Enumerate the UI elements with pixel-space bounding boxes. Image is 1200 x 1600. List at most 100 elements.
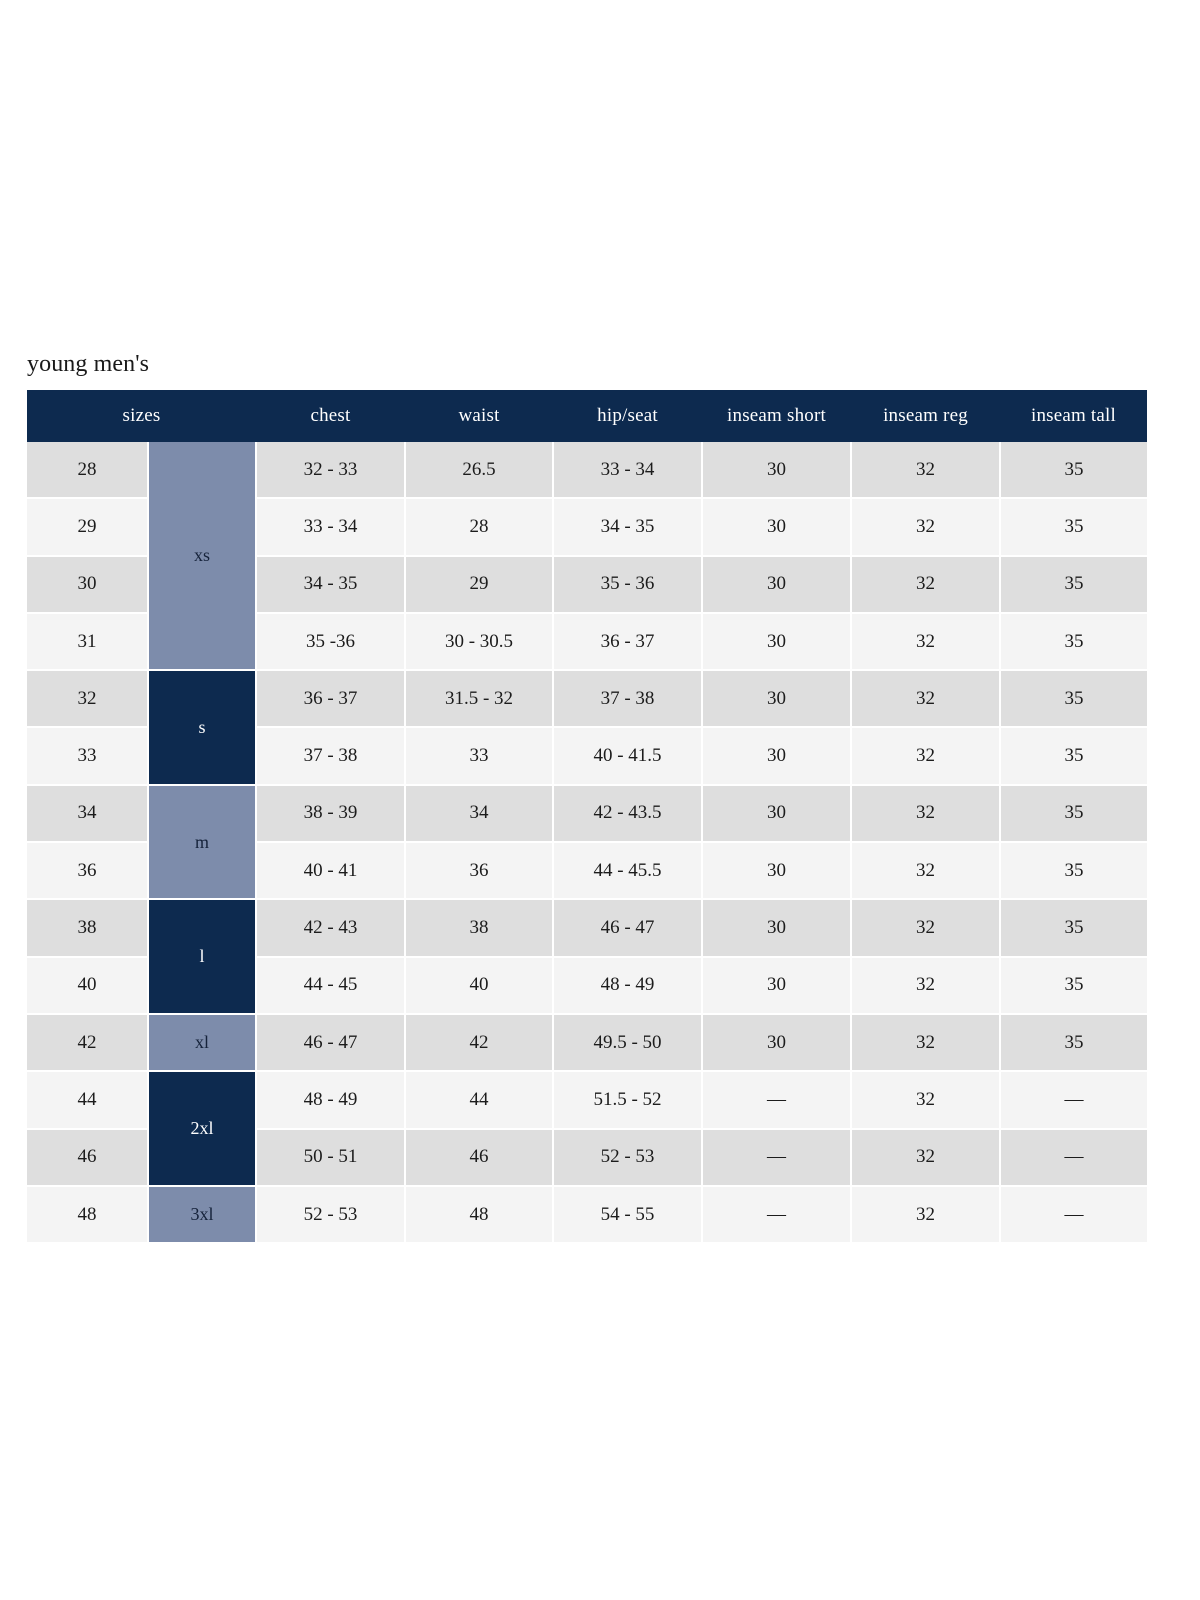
cell-size: 33 — [27, 727, 149, 786]
cell-size: 48 — [27, 1185, 149, 1243]
cell-inseam-tall: 35 — [1000, 670, 1147, 729]
cell-hip-seat: 54 - 55 — [553, 1185, 703, 1243]
column-header-waist: waist — [405, 390, 553, 442]
cell-chest: 42 - 43 — [256, 899, 406, 958]
cell-inseam-short: 30 — [702, 899, 852, 958]
cell-inseam-reg: 32 — [851, 498, 1001, 557]
cell-inseam-tall: — — [1000, 1185, 1147, 1243]
column-header-inseam-short: inseam short — [702, 390, 851, 442]
cell-waist: 46 — [405, 1128, 554, 1187]
cell-inseam-tall: 35 — [1000, 442, 1147, 500]
cell-inseam-short: 30 — [702, 498, 852, 557]
cell-inseam-short: — — [702, 1071, 852, 1130]
cell-inseam-tall: 35 — [1000, 555, 1147, 614]
cell-size-code-s: s — [148, 670, 257, 786]
cell-hip-seat: 40 - 41.5 — [553, 727, 703, 786]
cell-hip-seat: 44 - 45.5 — [553, 842, 703, 901]
table-row: 40 44 - 45 40 48 - 49 30 32 35 — [27, 956, 1147, 1015]
table-row: 48 3xl 52 - 53 48 54 - 55—32— — [27, 1185, 1147, 1243]
table-row: 36 40 - 41 36 44 - 45.5 30 32 35 — [27, 842, 1147, 901]
table-header: sizes chest waist hip/seat inseam short … — [27, 390, 1147, 442]
cell-chest: 35 -36 — [256, 612, 406, 672]
cell-inseam-short: 30 — [702, 784, 852, 844]
cell-hip-seat: 51.5 - 52 — [553, 1071, 703, 1130]
cell-size-code-m: m — [148, 784, 257, 901]
cell-inseam-short: 30 — [702, 727, 852, 786]
cell-inseam-short: 30 — [702, 842, 852, 901]
cell-size-code-l: l — [148, 899, 257, 1015]
cell-inseam-short: 30 — [702, 956, 852, 1015]
cell-chest: 48 - 49 — [256, 1071, 406, 1130]
column-header-inseam-tall: inseam tall — [1000, 390, 1147, 442]
cell-waist: 26.5 — [405, 442, 554, 500]
cell-size-code-2xl: 2xl — [148, 1071, 257, 1187]
cell-size: 38 — [27, 899, 149, 958]
cell-inseam-reg: 32 — [851, 1128, 1001, 1187]
cell-size: 42 — [27, 1013, 149, 1073]
cell-waist: 42 — [405, 1013, 554, 1073]
cell-size: 30 — [27, 555, 149, 614]
cell-chest: 37 - 38 — [256, 727, 406, 786]
cell-waist: 38 — [405, 899, 554, 958]
column-header-sizes: sizes — [27, 390, 256, 442]
cell-inseam-tall: 35 — [1000, 842, 1147, 901]
cell-size: 44 — [27, 1071, 149, 1130]
cell-size-code-xl: xl — [148, 1013, 257, 1073]
cell-size-code-xs: xs — [148, 442, 257, 672]
table-row: 44 2xl 48 - 49 44 51.5 - 52—32— — [27, 1071, 1147, 1187]
cell-size: 32 — [27, 670, 149, 729]
cell-size: 31 — [27, 612, 149, 672]
table-row: 31 35 -36 30 - 30.5 36 - 37 30 32 35 — [27, 612, 1147, 672]
header-row: sizes chest waist hip/seat inseam short … — [27, 390, 1147, 442]
cell-size: 34 — [27, 784, 149, 844]
cell-inseam-tall: 35 — [1000, 956, 1147, 1015]
cell-inseam-reg: 32 — [851, 1013, 1001, 1073]
cell-inseam-short: 30 — [702, 670, 852, 729]
cell-inseam-short: 30 — [702, 1013, 852, 1073]
cell-inseam-reg: 32 — [851, 784, 1001, 844]
cell-inseam-short: — — [702, 1128, 852, 1187]
cell-inseam-tall: — — [1000, 1071, 1147, 1130]
cell-waist: 29 — [405, 555, 554, 614]
cell-size: 28 — [27, 442, 149, 500]
table-row: 38 l 42 - 43 38 46 - 47 30 32 35 — [27, 899, 1147, 1015]
table-row: 32 s 36 - 37 31.5 - 32 37 - 38 30 32 35 — [27, 670, 1147, 786]
table-row: 46 50 - 51 46 52 - 53—32— — [27, 1128, 1147, 1187]
size-chart-table: sizes chest waist hip/seat inseam short … — [27, 390, 1147, 1243]
column-header-hip-seat: hip/seat — [553, 390, 702, 442]
column-header-inseam-reg: inseam reg — [851, 390, 1000, 442]
cell-hip-seat: 35 - 36 — [553, 555, 703, 614]
cell-inseam-tall: 35 — [1000, 1013, 1147, 1073]
cell-chest: 40 - 41 — [256, 842, 406, 901]
cell-inseam-reg: 32 — [851, 1185, 1001, 1243]
cell-inseam-reg: 32 — [851, 612, 1001, 672]
table-row: 29 33 - 34 28 34 - 35 30 32 35 — [27, 498, 1147, 557]
cell-chest: 34 - 35 — [256, 555, 406, 614]
cell-inseam-tall: 35 — [1000, 784, 1147, 844]
cell-size: 40 — [27, 956, 149, 1015]
table-row: 34 m 38 - 39 34 42 - 43.5 30 32 35 — [27, 784, 1147, 901]
cell-hip-seat: 52 - 53 — [553, 1128, 703, 1187]
cell-waist: 48 — [405, 1185, 554, 1243]
cell-inseam-reg: 32 — [851, 670, 1001, 729]
column-header-chest: chest — [256, 390, 405, 442]
cell-inseam-reg: 32 — [851, 1071, 1001, 1130]
cell-size: 46 — [27, 1128, 149, 1187]
cell-hip-seat: 49.5 - 50 — [553, 1013, 703, 1073]
cell-hip-seat: 36 - 37 — [553, 612, 703, 672]
cell-inseam-tall: 35 — [1000, 727, 1147, 786]
cell-inseam-tall: 35 — [1000, 612, 1147, 672]
page-title: young men's — [27, 351, 150, 377]
cell-waist: 33 — [405, 727, 554, 786]
cell-inseam-short: — — [702, 1185, 852, 1243]
cell-inseam-reg: 32 — [851, 842, 1001, 901]
cell-inseam-reg: 32 — [851, 727, 1001, 786]
cell-waist: 31.5 - 32 — [405, 670, 554, 729]
cell-waist: 34 — [405, 784, 554, 844]
cell-inseam-short: 30 — [702, 612, 852, 672]
cell-inseam-reg: 32 — [851, 442, 1001, 500]
cell-chest: 52 - 53 — [256, 1185, 406, 1243]
cell-hip-seat: 48 - 49 — [553, 956, 703, 1015]
cell-inseam-tall: — — [1000, 1128, 1147, 1187]
